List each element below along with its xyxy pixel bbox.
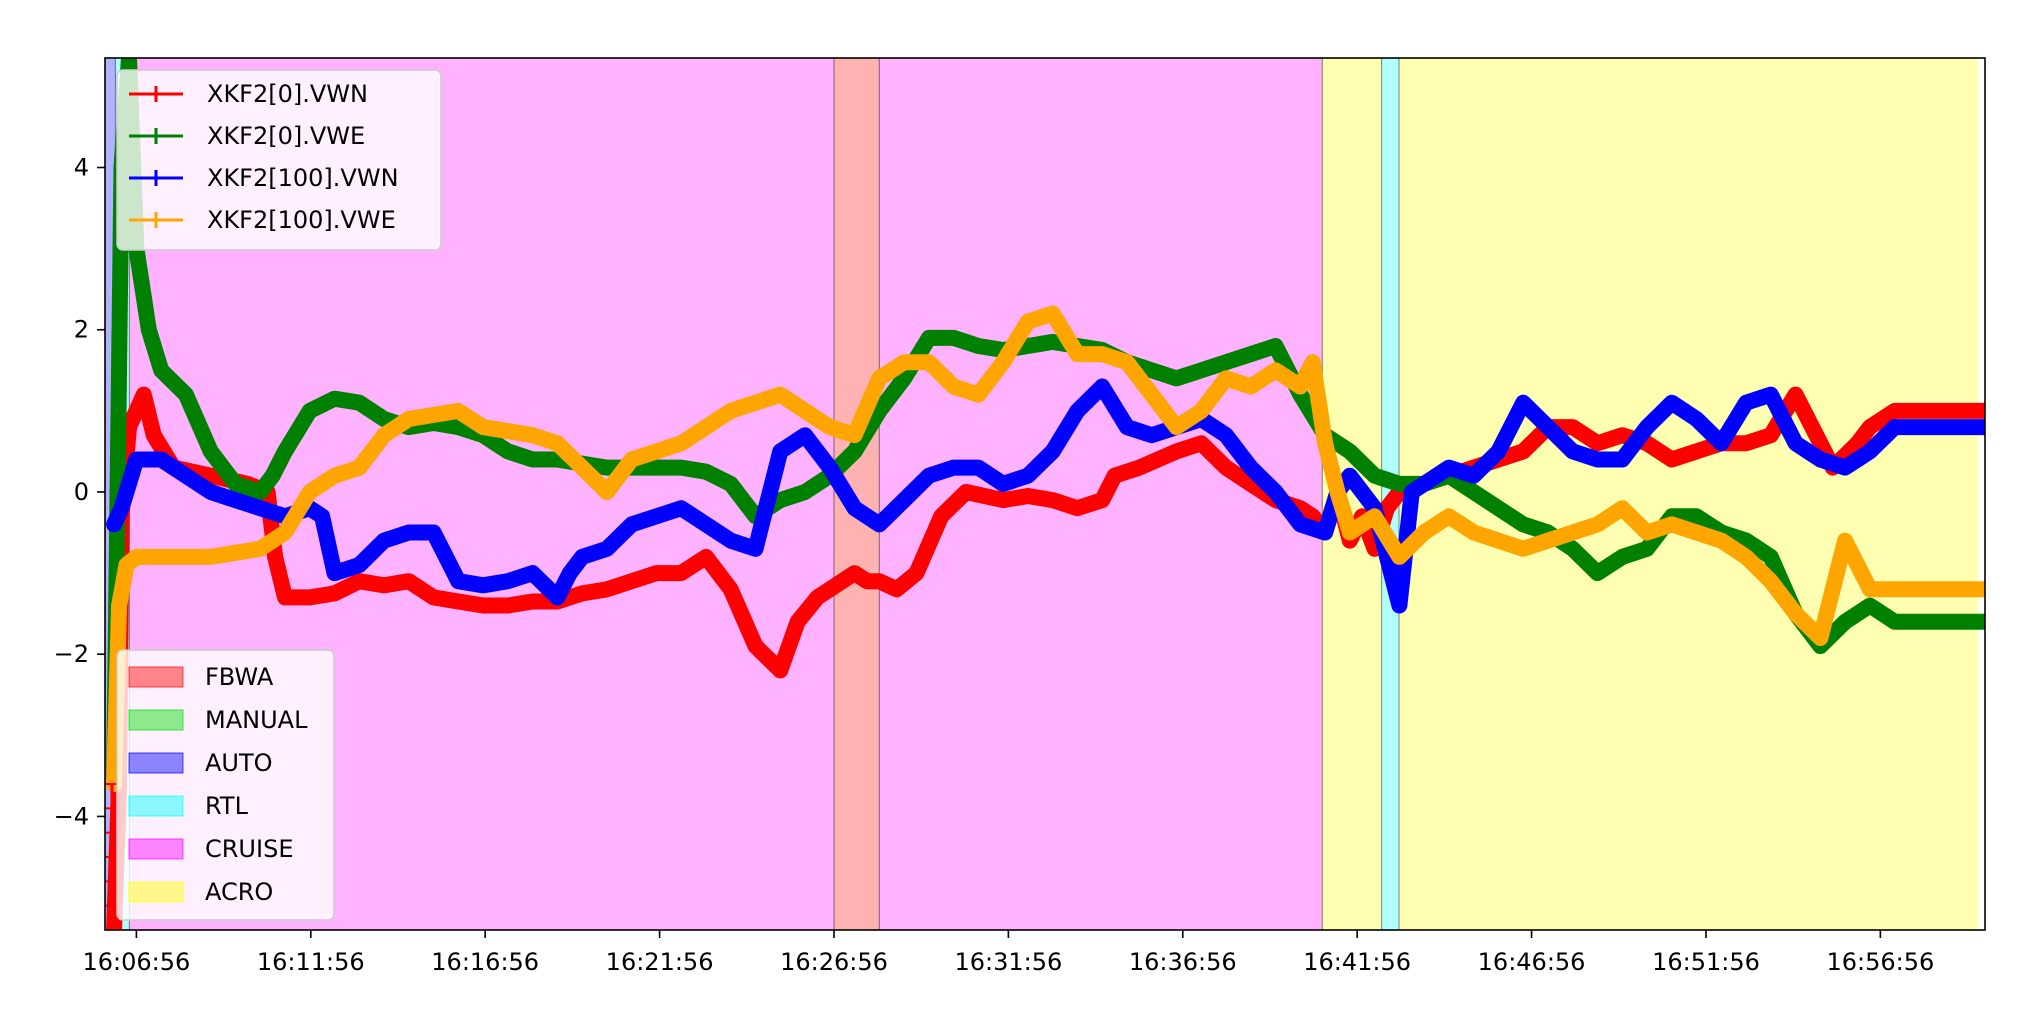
legend-series-label: XKF2[0].VWN: [207, 80, 368, 108]
y-tick-label: 0: [74, 478, 89, 506]
x-tick-label: 16:11:56: [257, 948, 365, 976]
series-lines: [105, 58, 1985, 930]
legend-mode-swatch-cruise: [128, 838, 184, 860]
series-legend: XKF2[0].VWN XKF2[0].VWE XKF2[100].VWN XKF2[…: [116, 69, 442, 251]
mode-span-acro: [1399, 58, 1979, 930]
x-tick-label: 16:56:56: [1826, 948, 1934, 976]
x-tick-label: 16:16:56: [431, 948, 539, 976]
plot-frame: [104, 57, 1986, 931]
legend-mode-swatch-acro: [128, 881, 184, 903]
legend-series-label: XKF2[100].VWN: [207, 164, 399, 192]
y-tick-label: 4: [74, 154, 89, 182]
legend-mode-swatch-fbwa: [128, 666, 184, 688]
legend-mode-label: FBWA: [205, 663, 274, 691]
y-tick-label: −4: [54, 802, 89, 830]
legend-series-label: XKF2[100].VWE: [207, 206, 396, 234]
x-axis: 16:06:56 16:11:56 16:16:56 16:21:56 16:26:56…: [82, 930, 1934, 976]
legend-mode-label: CRUISE: [205, 835, 293, 863]
series-legend-frame: [116, 69, 442, 251]
legend-mode-label: AUTO: [205, 749, 273, 777]
legend-mode-label: MANUAL: [205, 706, 308, 734]
legend-mode-label: RTL: [205, 792, 249, 820]
y-axis: −4 −2 0 2 4: [54, 154, 105, 830]
x-tick-label: 16:06:56: [82, 948, 190, 976]
x-tick-label: 16:51:56: [1652, 948, 1760, 976]
legend-mode-swatch-rtl: [128, 795, 184, 817]
x-tick-label: 16:41:56: [1303, 948, 1411, 976]
mode-legend: FBWA MANUAL AUTO RTL CRUISE ACRO: [116, 649, 335, 921]
x-tick-label: 16:46:56: [1478, 948, 1586, 976]
series-line-xkf2-100-vwe: [112, 311, 1985, 785]
legend-mode-swatch-auto: [128, 752, 184, 774]
legend-mode-swatch-manual: [128, 709, 184, 731]
x-tick-label: 16:26:56: [780, 948, 888, 976]
x-tick-label: 16:31:56: [954, 948, 1062, 976]
legend-mode-label: ACRO: [205, 878, 273, 906]
y-tick-label: −2: [54, 640, 89, 668]
mode-legend-frame: [116, 649, 335, 921]
y-tick-label: 2: [74, 316, 89, 344]
x-tick-label: 16:21:56: [606, 948, 714, 976]
x-tick-label: 16:36:56: [1129, 948, 1237, 976]
legend-series-label: XKF2[0].VWE: [207, 122, 365, 150]
